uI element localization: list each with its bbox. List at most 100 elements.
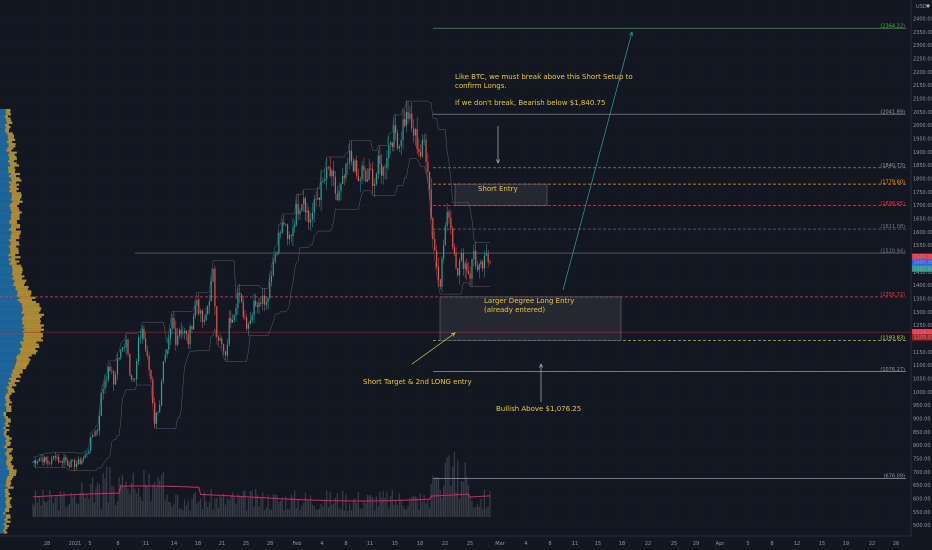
volume-bar: [144, 484, 147, 517]
volume-bar: [45, 502, 47, 517]
profile-bar-sell: [10, 226, 20, 229]
candle-body: [455, 253, 457, 269]
candle-body: [467, 271, 470, 274]
profile-bar-sell: [4, 123, 9, 127]
volume-bar: [380, 498, 383, 517]
profile-bar-buy: [0, 217, 11, 220]
candle-body: [239, 292, 241, 296]
profile-bar-buy: [0, 450, 7, 453]
profile-bar-sell: [11, 264, 22, 267]
profile-bar-sell: [10, 247, 19, 250]
candle-body: [137, 338, 140, 362]
level-label: (676.09): [884, 474, 905, 480]
volume-bar: [485, 507, 487, 517]
volume-bar: [90, 483, 92, 517]
time-axis[interactable]: 28 2021 5 8 11 14 18 21 25 28 Feb 4 8 11 15 18 22 25 Mar 4 8…: [0, 535, 932, 550]
profile-bar-sell: [6, 386, 12, 389]
profile-bar-sell: [4, 518, 8, 521]
candle-body: [329, 167, 331, 176]
volume-bar: [370, 494, 372, 517]
profile-bar-sell: [9, 219, 17, 223]
y-tick-label: 1550.00: [913, 243, 932, 249]
volume-bar: [460, 481, 463, 517]
profile-bar-sell: [12, 194, 22, 197]
candle-body: [208, 301, 210, 307]
volume-bar: [207, 507, 209, 517]
profile-bar-sell: [4, 130, 9, 133]
top-note-line3: If we don't break, Bearish below $1,840.…: [455, 99, 606, 107]
volume-bar: [303, 503, 305, 517]
y-tick-label: 1250.00: [913, 323, 932, 329]
profile-bar-sell: [21, 305, 40, 308]
candle-body: [464, 263, 466, 269]
candle-body: [382, 167, 384, 176]
y-tick-label: 2000.00: [913, 123, 932, 129]
profile-bar-sell: [8, 138, 16, 141]
profile-bar-sell: [5, 499, 11, 502]
candle-body: [127, 339, 129, 354]
profile-bar-sell: [15, 286, 29, 289]
volume-bar: [251, 490, 253, 517]
candle-body: [473, 250, 475, 260]
candle-body: [183, 330, 186, 333]
profile-bar-sell: [11, 196, 22, 199]
profile-bar-sell: [5, 480, 11, 483]
price-axis[interactable]: 2400.00 2350.00 2300.00 2250.00 2200.00 2150.…: [910, 0, 932, 536]
profile-bar-sell: [6, 478, 12, 481]
level-label: (2041.89): [880, 109, 905, 115]
level-label: (1076.27): [880, 367, 905, 373]
zone-boxes[interactable]: [439, 183, 622, 341]
candle-body: [396, 133, 399, 149]
profile-bar-buy: [0, 213, 11, 216]
candle-body: [476, 265, 479, 271]
profile-bar-buy: [0, 224, 12, 227]
volume-bar: [393, 504, 395, 517]
profile-bar-sell: [10, 202, 20, 205]
profile-bar-buy: [0, 281, 14, 284]
long-entry-line1: Larger Degree Long Entry: [484, 297, 575, 305]
profile-bar-sell: [3, 414, 6, 417]
profile-bar-buy: [0, 428, 6, 432]
profile-bar-sell: [6, 119, 12, 122]
profile-bar-sell: [7, 448, 13, 451]
profile-bar-sell: [24, 328, 44, 331]
profile-bar-sell: [10, 215, 20, 218]
candle-body: [336, 193, 338, 201]
profile-bar-buy: [0, 488, 5, 491]
profile-bar-buy: [0, 375, 12, 378]
profile-bar-sell: [14, 364, 27, 368]
profile-bar-buy: [0, 405, 7, 408]
volume-bar: [102, 473, 104, 517]
y-tick-label: 1950.00: [913, 136, 932, 142]
candle-body: [311, 212, 314, 220]
profile-bar-buy: [0, 200, 13, 203]
profile-bar-sell: [8, 153, 15, 156]
candle-body: [107, 366, 109, 380]
candle-body: [380, 163, 383, 176]
profile-bar-sell: [4, 527, 8, 530]
profile-bar-buy: [0, 204, 10, 208]
profile-bar-sell: [5, 117, 11, 120]
volume-bar: [224, 504, 227, 517]
candle-body: [79, 459, 81, 464]
candle-body: [175, 328, 177, 345]
currency-dropdown-icon[interactable]: [926, 5, 930, 8]
candle-body: [373, 183, 376, 187]
arrows[interactable]: [411, 31, 634, 402]
profile-bar-buy: [0, 386, 7, 389]
volume-bar: [106, 466, 108, 517]
volume-bar: [235, 503, 237, 517]
candle-body: [100, 393, 102, 416]
volume-bar: [132, 472, 134, 517]
candle-body: [67, 460, 69, 466]
candle-body: [462, 253, 464, 269]
candle-body: [144, 338, 147, 351]
volume-bar: [160, 474, 163, 517]
candle-body: [402, 119, 404, 140]
volume-bar: [458, 499, 461, 517]
volume-bar: [342, 491, 344, 517]
y-tick-label: 1900.00: [913, 150, 932, 156]
profile-bar-sell: [7, 467, 14, 470]
profile-bar-buy: [0, 394, 6, 397]
